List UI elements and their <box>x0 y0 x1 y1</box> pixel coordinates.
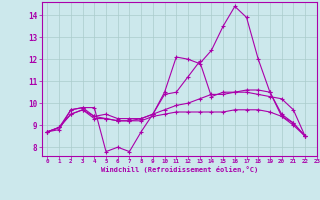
X-axis label: Windchill (Refroidissement éolien,°C): Windchill (Refroidissement éolien,°C) <box>100 166 258 173</box>
